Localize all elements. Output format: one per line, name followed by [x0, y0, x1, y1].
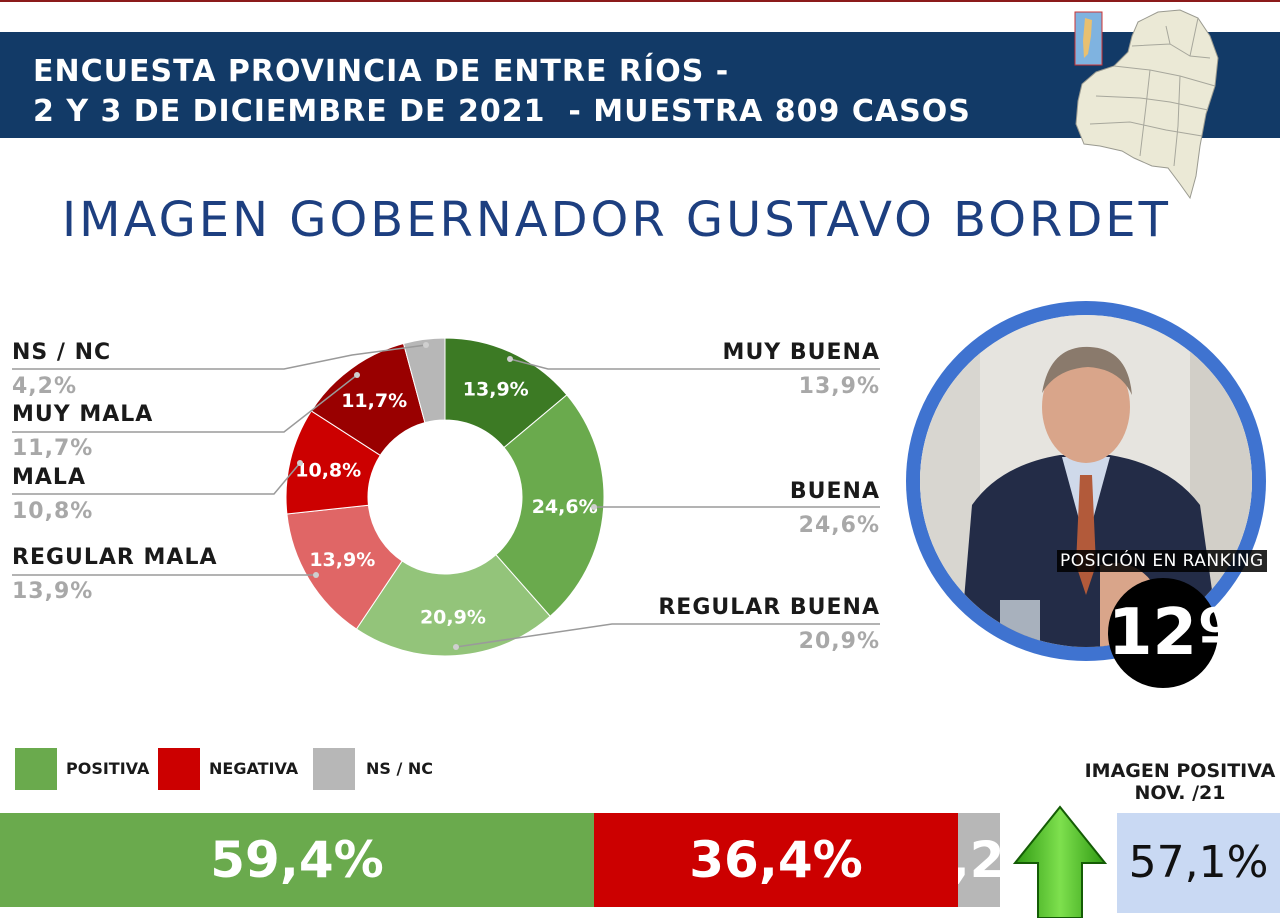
- donut-slice-label-muy-buena: 13,9%: [463, 378, 529, 400]
- label-ns-nc: NS / NC: [12, 340, 112, 365]
- entre-rios-map-icon: [1074, 9, 1219, 200]
- bar-label-negativa: 36,4%: [689, 831, 863, 889]
- callout-dot-buena: [591, 504, 597, 510]
- label-muy-buena: MUY BUENA: [722, 340, 880, 365]
- donut-slice-label-mala: 10,8%: [295, 459, 361, 481]
- ranking-label: POSICIÓN EN RANKING: [1057, 550, 1267, 572]
- callout-dot-mala: [297, 460, 303, 466]
- bar-ns-nc: 4,2%: [958, 813, 1000, 907]
- donut-slice-buena: [495, 394, 605, 617]
- legend-swatch-negativa: [158, 748, 200, 790]
- bar-label-ns-nc: 4,2%: [958, 831, 1000, 889]
- stacked-bar: 59,4% 36,4% 4,2%: [0, 813, 1000, 907]
- callout-line-muy-buena: [509, 358, 880, 370]
- header-text: ENCUESTA PROVINCIA DE ENTRE RÍOS - 2 Y 3…: [33, 52, 971, 132]
- callout-line-mala: [12, 462, 301, 495]
- callout-dot-regular-mala: [313, 572, 319, 578]
- bar-label-positiva: 59,4%: [210, 831, 384, 889]
- top-border: [0, 0, 1280, 2]
- imagen-positiva-title: IMAGEN POSITIVA NOV. /21: [1080, 760, 1280, 804]
- donut-slice-label-muy-mala: 11,7%: [341, 390, 407, 412]
- callout-dot-muy-buena: [507, 356, 513, 362]
- donut-slice-label-regular-mala: 13,9%: [309, 549, 375, 571]
- callout-dot-ns-nc: [423, 342, 429, 348]
- label-muy-mala: MUY MALA: [12, 402, 154, 427]
- legend-swatch-ns-nc: [313, 748, 355, 790]
- legend-swatch-positiva: [15, 748, 57, 790]
- value-buena: 24,6%: [798, 513, 880, 538]
- header-line-2: 2 Y 3 DE DICIEMBRE DE 2021 - MUESTRA 809…: [33, 94, 971, 129]
- callout-line-ns-nc: [12, 344, 427, 370]
- legend-label-negativa: NEGATIVA: [209, 759, 299, 778]
- header-line-1: ENCUESTA PROVINCIA DE ENTRE RÍOS -: [33, 54, 730, 89]
- label-mala: MALA: [12, 465, 86, 490]
- value-regular-mala: 13,9%: [12, 579, 94, 604]
- value-ns-nc: 4,2%: [12, 374, 78, 399]
- value-muy-mala: 11,7%: [12, 436, 94, 461]
- callout-dot-regular-buena: [453, 644, 459, 650]
- page-title: IMAGEN GOBERNADOR GUSTAVO BORDET: [62, 192, 1171, 248]
- bar-positiva: 59,4%: [0, 813, 594, 907]
- value-regular-buena: 20,9%: [798, 629, 880, 654]
- bar-negativa: 36,4%: [594, 813, 958, 907]
- label-regular-mala: REGULAR MALA: [12, 545, 218, 570]
- ranking-badge: 12º: [1108, 578, 1233, 688]
- legend-label-positiva: POSITIVA: [66, 759, 150, 778]
- imagen-positiva-title-line2: NOV. /21: [1134, 782, 1226, 804]
- imagen-positiva-value: 57,1%: [1117, 813, 1280, 913]
- callout-line-regular-buena: [455, 623, 880, 648]
- value-mala: 10,8%: [12, 499, 94, 524]
- legend-label-ns-nc: NS / NC: [366, 759, 434, 778]
- donut-slice-label-regular-buena: 20,9%: [420, 607, 486, 629]
- callout-dot-muy-mala: [354, 372, 360, 378]
- donut-slice-ns-nc: [402, 337, 446, 424]
- callout-line-muy-mala: [12, 374, 358, 433]
- up-arrow-icon: [1012, 805, 1108, 918]
- donut-slice-label-buena: 24,6%: [532, 496, 598, 518]
- label-regular-buena: REGULAR BUENA: [658, 595, 880, 620]
- value-muy-buena: 13,9%: [798, 374, 880, 399]
- donut-slice-regular-buena: [355, 554, 551, 657]
- header-banner: [0, 32, 1280, 138]
- label-buena: BUENA: [789, 479, 880, 504]
- imagen-positiva-title-line1: IMAGEN POSITIVA: [1084, 760, 1276, 782]
